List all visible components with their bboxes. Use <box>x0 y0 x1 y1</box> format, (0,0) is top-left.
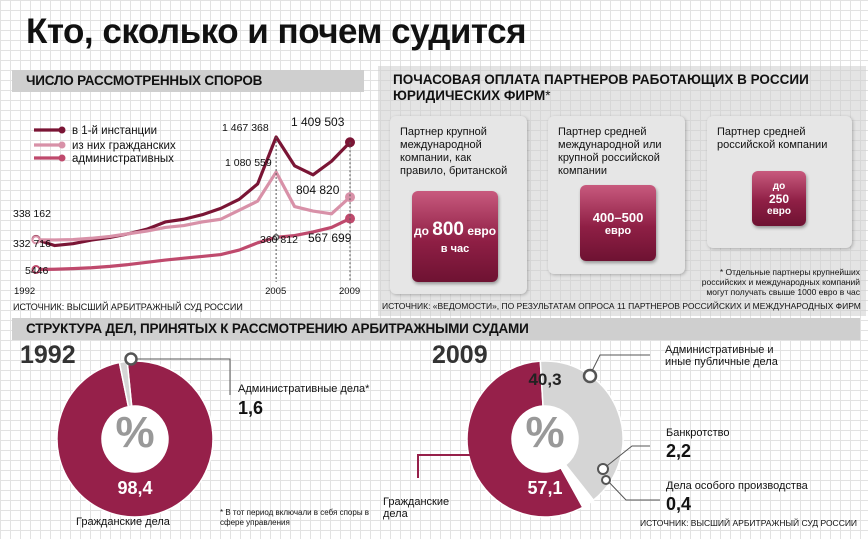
label-admin-2005: 360 812 <box>260 234 298 246</box>
series-civil-endpoint <box>345 192 355 203</box>
year-1992-label: 1992 <box>20 341 76 369</box>
legend-label-1: из них гражданских <box>72 140 176 152</box>
price-badge-russian: до 250 евро <box>752 171 806 226</box>
structure-source: Источник: Высший арбитражный суд России <box>640 518 858 528</box>
rate-card-medium-international-text: Партнер средней международной или крупно… <box>558 126 662 177</box>
legend-dot-0 <box>58 126 66 134</box>
rate-card-russian-text: Партнер средней российской компании <box>717 126 828 151</box>
label-admin-2009: 567 699 <box>308 231 352 245</box>
disputes-line-chart: 1992 2005 2009 в 1-й инстанции из них гражд… <box>14 125 360 297</box>
label-first-2005: 1 467 368 <box>222 122 269 134</box>
donut-1992-percent-sign: % <box>115 408 155 457</box>
disputes-source: Источник: Высший арбитражный суд России <box>13 302 243 312</box>
label-1992-civil: Гражданские дела <box>76 516 170 528</box>
label-2009-special: Дела особого производства <box>666 480 808 492</box>
x-tick-2009: 2009 <box>339 286 360 297</box>
donut-2009-admin-value: 40,3 <box>528 370 562 389</box>
series-civil <box>35 170 352 242</box>
year-guides: 1992 2005 2009 <box>14 137 360 297</box>
price-badge-medium-international: 400–500 евро <box>580 185 656 261</box>
donut-1992-hole <box>102 406 168 472</box>
donut-chart-1992 <box>56 360 214 518</box>
year-2009-label: 2009 <box>432 341 488 369</box>
label-civil-1992: 332 716 <box>13 238 51 250</box>
chart-legend: в 1-й инстанции из них гражданскихадминис… <box>34 125 176 165</box>
label-civil-2009: 804 820 <box>296 183 340 197</box>
label-2009-bankruptcy: Банкротство <box>666 427 730 439</box>
x-tick-2005: 2005 <box>265 286 286 297</box>
legend-dot-2 <box>58 154 66 162</box>
rate-card-international-text: Партнер крупной международной компании, … <box>400 126 508 177</box>
price-badge-international: до 800 евро в час <box>412 191 498 282</box>
structure-1992-footnote: * В тот период включали в себя споры в с… <box>220 508 370 527</box>
disputes-section-header: Число рассмотренных споров <box>12 70 364 92</box>
label-civil-2005: 1 080 559 <box>225 157 272 169</box>
value-2009-special: 0,4 <box>666 494 692 514</box>
legend-label-0: в 1-й инстанции <box>72 125 157 137</box>
label-1992-admin: Административные дела* <box>238 383 370 395</box>
value-2009-bankruptcy: 2,2 <box>666 441 692 461</box>
donut-2009-percent-sign: % <box>525 408 565 457</box>
value-1992-admin: 1,6 <box>238 398 264 418</box>
series-administrative-startpoint <box>31 265 41 275</box>
label-first-1992: 338 162 <box>13 208 51 220</box>
structure-section-header: Структура дел, принятых к рассмотрению а… <box>12 318 860 340</box>
donut-1992-civil-value: 98,4 <box>117 478 153 498</box>
label-admin-1992: 5446 <box>25 265 49 277</box>
label-first-2009: 1 409 503 <box>291 115 345 129</box>
label-2009-admin: Административные и иные публичные дела <box>665 344 778 368</box>
legend-dot-1 <box>58 141 66 149</box>
donut-2009-civil-value: 57,1 <box>527 478 563 498</box>
series-administrative <box>35 217 351 272</box>
donut-2009-hole <box>512 406 578 472</box>
series-first-instance <box>35 135 352 248</box>
rates-footnote: * Отдельные партнеры крупнейших российск… <box>701 267 860 297</box>
legend-label-2: административных <box>72 153 174 165</box>
series-civil-startpoint <box>31 235 41 245</box>
x-tick-1992: 1992 <box>14 286 35 297</box>
page-title: Кто, сколько и почем судится <box>26 12 527 51</box>
label-2009-civil: Гражданские дела <box>383 496 450 520</box>
rates-source: Источник: «Ведомости», по результатам оп… <box>382 301 861 311</box>
rates-title: Почасовая оплата партнеров работающих в … <box>393 72 809 103</box>
